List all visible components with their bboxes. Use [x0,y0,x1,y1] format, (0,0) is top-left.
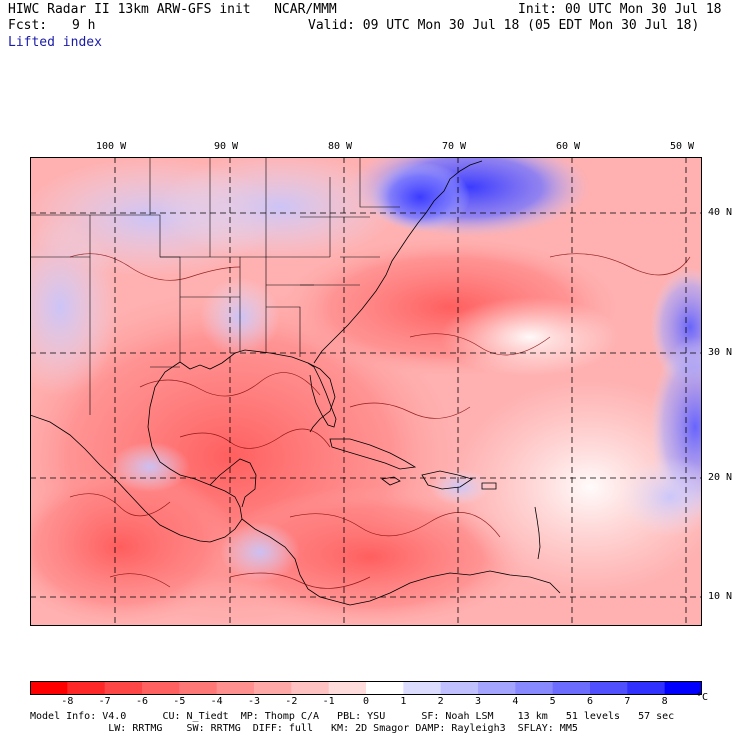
colorbar-tick-label: 1 [400,696,407,707]
lat-label-30n: 30 N [708,347,733,358]
colorbar-swatch [104,681,143,695]
graticule [30,157,702,626]
colorbar-tick-label: -7 [98,696,111,707]
colorbar-tick-label: -6 [135,696,149,707]
forecast-label: Fcst: [8,18,48,33]
colorbar-swatch [179,681,218,695]
colorbar-tick-label: 8 [661,696,668,707]
colorbar-swatch [403,681,442,695]
colorbar-swatch [590,681,628,695]
model-title: HIWC Radar II 13km ARW-GFS init NCAR/MMM [8,2,337,17]
colorbar-tick-label: 0 [362,696,370,707]
lon-label-90w: 90 W [214,141,239,152]
colorbar-tick-label: -5 [173,696,186,707]
lon-label-60w: 60 W [556,141,581,152]
colorbar-swatch [440,681,479,695]
model-info-line-2: LW: RRTMG SW: RRTMG DIFF: full KM: 2D Sm… [30,723,578,734]
colorbar-swatch [67,681,106,695]
colorbar [30,681,702,695]
colorbar-tick-label: 2 [437,696,444,707]
lifted-index-map [30,157,702,626]
colorbar-swatch [366,681,404,695]
colorbar-swatch [478,681,516,695]
forecast-hour: 9 h [72,18,96,33]
colorbar-tick-label: 6 [586,696,594,707]
colorbar-swatch [664,681,702,695]
colorbar-swatch [291,681,330,695]
colorbar-swatch [142,681,180,695]
colorbar-tick-label: -2 [285,696,298,707]
lon-label-70w: 70 W [442,141,467,152]
shading-layer [30,157,702,626]
colorbar-swatch [216,681,255,695]
colorbar-swatch [552,681,591,695]
colorbar-tick-label: 4 [512,696,519,707]
lat-label-10n: 10 N [708,591,733,602]
colorbar-swatch [627,681,666,695]
lon-label-100w: 100 W [96,141,127,152]
colorbar-swatch [254,681,292,695]
political-borders [30,157,400,415]
colorbar-tick-label: -8 [61,696,74,707]
colorbar-tick-label: -1 [322,696,335,707]
lon-label-80w: 80 W [328,141,353,152]
colorbar-tick-label: 3 [474,696,482,707]
colorbar-swatch [515,681,554,695]
init-time: Init: 00 UTC Mon 30 Jul 18 [518,2,722,17]
colorbar-unit: °C [695,692,709,703]
colorbar-tick-label: -3 [247,696,261,707]
colorbar-tick-label: -4 [210,696,223,707]
lat-label-20n: 20 N [708,472,733,483]
contour-lines [69,253,691,589]
colorbar-tick-label: 5 [549,696,556,707]
valid-time: Valid: 09 UTC Mon 30 Jul 18 (05 EDT Mon … [308,18,700,33]
colorbar-tick-label: 7 [624,696,631,707]
field-name: Lifted index [8,35,102,50]
model-info-line-1: Model Info: V4.0 CU: N_Tiedt MP: Thomp C… [30,711,675,722]
colorbar-swatch [328,681,367,695]
lat-label-40n: 40 N [708,207,733,218]
colorbar-swatch [30,681,68,695]
coastlines [30,160,561,606]
lon-label-50w: 50 W [670,141,695,152]
